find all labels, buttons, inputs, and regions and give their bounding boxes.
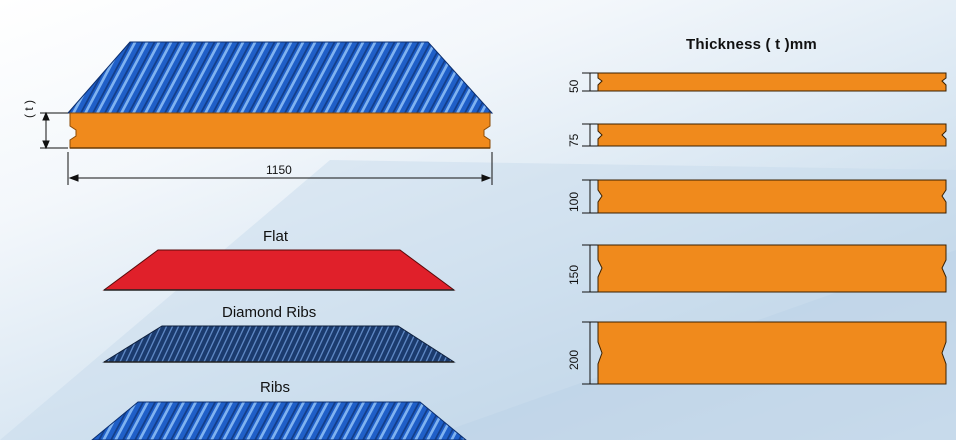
thickness-label-200: 200 [567,349,581,370]
width-label: 1150 [266,163,292,177]
thickness-label-75: 75 [567,133,581,147]
thickness-dimension [40,111,68,150]
main-sandwich-panel [66,41,494,149]
thickness-title: Thickness ( t )mm [686,36,817,53]
thickness-panel-200 [582,321,947,385]
main-panel-core [69,112,491,149]
thickness-label-50: 50 [567,79,581,93]
thickness-panel-150 [582,244,947,293]
flat-profile [102,249,456,291]
thickness-symbol-label: ( t ) [22,100,36,118]
thickness-label-100: 100 [567,191,581,212]
diamond-ribs-profile [102,325,456,363]
thickness-panel-100 [582,179,947,214]
profile-label-flat: Flat [263,228,289,245]
profile-label-diamond-ribs: Diamond Ribs [222,304,317,321]
ribs-profile [91,401,467,440]
main-panel-top-sheet [66,41,494,114]
thickness-panel-75 [582,123,947,147]
thickness-label-150: 150 [567,264,581,285]
width-dimension [67,152,493,185]
profile-label-ribs: Ribs [260,379,291,396]
thickness-panel-50 [582,72,947,92]
